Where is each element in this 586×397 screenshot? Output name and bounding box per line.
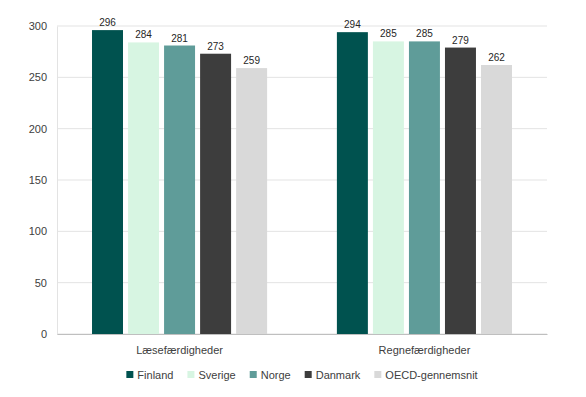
data-label: 294 xyxy=(344,19,361,30)
bar xyxy=(164,46,195,334)
legend-item: Finland xyxy=(126,369,173,381)
y-tick-label: 300 xyxy=(29,20,47,32)
legend-swatch xyxy=(250,371,257,378)
bar xyxy=(481,65,512,334)
bar xyxy=(128,42,159,334)
bar xyxy=(92,30,123,334)
y-tick: 150 xyxy=(29,174,57,186)
legend-swatch xyxy=(374,371,381,378)
plot: 0501001502002503002962942842852812852732… xyxy=(29,17,548,356)
data-label: 273 xyxy=(207,41,224,52)
y-axis-line xyxy=(57,27,58,335)
bar xyxy=(373,41,404,334)
data-label: 279 xyxy=(452,35,469,46)
legend: Finland Sverige Norge Danmark OECD-gennemsni… xyxy=(126,369,477,381)
bars xyxy=(92,30,512,334)
x-axis-line xyxy=(58,334,548,335)
y-tick-label: 0 xyxy=(41,328,47,340)
y-tick: 250 xyxy=(29,71,57,83)
legend-label: Danmark xyxy=(316,369,361,381)
y-tick: 0 xyxy=(41,328,57,340)
x-tick-label: Læsefærdigheder xyxy=(136,344,223,356)
data-label: 285 xyxy=(380,28,397,39)
y-tick: 100 xyxy=(29,225,57,237)
legend-swatch xyxy=(187,371,194,378)
data-label: 281 xyxy=(171,33,188,44)
y-tick: 50 xyxy=(35,277,57,289)
grid-line xyxy=(57,26,547,27)
data-label: 284 xyxy=(135,29,152,40)
legend-label: Norge xyxy=(261,369,291,381)
bar xyxy=(200,54,231,334)
bar xyxy=(236,68,267,334)
legend-label: Sverige xyxy=(198,369,235,381)
legend-label: OECD-gennemsnit xyxy=(385,369,477,381)
bar xyxy=(337,32,368,334)
legend-item: Danmark xyxy=(305,369,361,381)
y-tick-label: 200 xyxy=(29,123,47,135)
y-axis: 0 50 100 150 200 250 300 xyxy=(29,20,58,340)
legend-item: OECD-gennemsnit xyxy=(374,369,477,381)
y-tick-label: 50 xyxy=(35,277,47,289)
y-tick: 200 xyxy=(29,123,57,135)
legend-swatch xyxy=(305,371,312,378)
legend-swatch xyxy=(126,371,133,378)
y-tick-label: 150 xyxy=(29,174,47,186)
grid xyxy=(57,26,547,334)
x-tick-label: Regnefærdigheder xyxy=(379,344,471,356)
y-tick: 300 xyxy=(29,20,57,32)
data-label: 285 xyxy=(416,28,433,39)
y-tick-label: 250 xyxy=(29,71,47,83)
chart: 0501001502002503002962942842852812852732… xyxy=(0,0,586,397)
data-label: 262 xyxy=(488,52,505,63)
data-label: 296 xyxy=(99,17,116,28)
x-tick: Regnefærdigheder xyxy=(379,334,471,356)
data-labels: 296 294 284 285 281 285 273 279 259 262 xyxy=(99,17,505,66)
x-axis: Læsefærdigheder Regnefærdigheder xyxy=(58,334,548,356)
bar xyxy=(409,41,440,334)
bar xyxy=(445,48,476,334)
legend-label: Finland xyxy=(137,369,173,381)
legend-item: Norge xyxy=(250,369,291,381)
y-tick-label: 100 xyxy=(29,225,47,237)
x-tick: Læsefærdigheder xyxy=(136,334,223,356)
data-label: 259 xyxy=(243,55,260,66)
legend-item: Sverige xyxy=(187,369,235,381)
